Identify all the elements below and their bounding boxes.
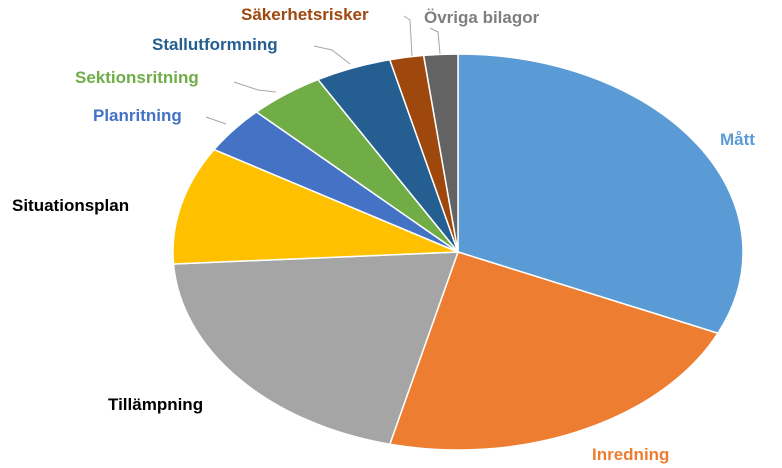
slice-labels: Mått Inredning Tillämpning Situationsplan Pl… xyxy=(12,5,755,464)
slice-label: Säkerhetsrisker xyxy=(241,5,369,24)
pie-slice-övriga-bilagor xyxy=(422,53,459,253)
slice-label: Inredning xyxy=(592,445,669,464)
slice-label: Sektionsritning xyxy=(75,68,199,87)
leader-line xyxy=(313,45,351,65)
slice-label: Tillämpning xyxy=(108,395,203,414)
pie-slice-situationsplan xyxy=(172,148,459,265)
slice-label: Övriga bilagor xyxy=(424,8,540,27)
leader-lines xyxy=(205,15,441,125)
leader-line xyxy=(205,116,227,125)
slice-label: Mått xyxy=(720,130,755,149)
slice-label: Situationsplan xyxy=(12,196,129,215)
leader-line xyxy=(429,27,441,55)
pie-slice-mått xyxy=(457,53,744,335)
leader-line xyxy=(233,81,277,93)
pie-slice-inredning xyxy=(388,251,720,451)
pie-slices xyxy=(172,53,744,451)
pie-slice-tillämpning xyxy=(172,251,460,446)
slice-label: Planritning xyxy=(93,106,182,125)
slice-label: Stallutformning xyxy=(152,35,278,54)
leader-line xyxy=(403,15,413,57)
